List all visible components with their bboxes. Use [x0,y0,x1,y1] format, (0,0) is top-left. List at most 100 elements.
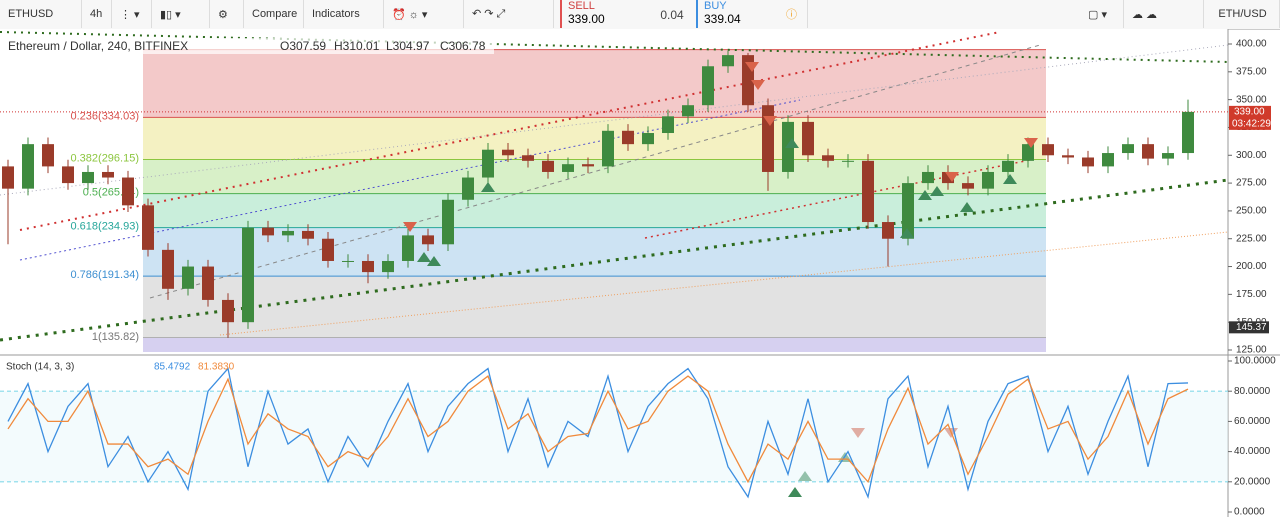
candle-body [562,164,574,172]
candle-body [1162,153,1174,159]
candle-body [342,260,354,262]
fib-label: 0.618(234.93) [71,221,140,233]
candle-body [582,164,594,167]
y-tick-label: 40.0000 [1234,446,1271,457]
sell-arrow [745,62,759,72]
tools[interactable]: ⏰ ☼ ▾ [384,0,464,28]
fib-zone [143,117,1046,160]
buy-button[interactable]: BUY 339.04 [696,0,778,28]
candle-body [222,299,234,323]
candle-body [1082,157,1094,167]
stoch-k-value: 85.4792 [154,362,191,373]
price-axis: 125.00150.00175.00200.00225.00250.00275.… [1228,39,1276,517]
y-tick-label: 225.00 [1236,233,1267,244]
sell-button[interactable]: SELL 339.00 [560,0,652,28]
candle-body [662,116,674,134]
buy-arrow [930,186,944,196]
spread: 0.04 [660,8,684,22]
candle-body [462,177,474,200]
sell-price: 339.00 [568,12,605,26]
candle-body [262,227,274,236]
candle-body [1122,144,1134,154]
candle-body [1062,155,1074,158]
candle-body [122,177,134,206]
candle-body [282,230,294,236]
trend-line [19,31,1001,231]
candle-body [182,266,194,289]
candle-body [982,171,994,189]
candle-body [802,121,814,156]
info[interactable]: ⓘ [778,0,808,28]
pair[interactable]: ETH/USD [1206,0,1280,28]
indicators[interactable]: Indicators [304,0,384,28]
interval[interactable]: 4h [82,0,112,28]
buy-arrow [427,256,441,266]
color-box[interactable]: ▢ ▾ [1080,0,1124,28]
chart-style[interactable]: ▮▯ ▾ [152,0,210,28]
candle-body [942,171,954,184]
stochastic [0,367,1228,500]
settings[interactable]: ⚙ [210,0,244,28]
candle-body [142,205,154,250]
candle-body [42,144,54,167]
candle-body [862,160,874,223]
stoch-line [7,367,1189,500]
candle-body [82,171,94,184]
candle-body [722,55,734,67]
candle-body [302,230,314,239]
candle-body [202,266,214,300]
fib-label: 1(135.82) [92,331,139,343]
sell-arrow [751,80,765,90]
candle-body [882,222,894,239]
fib-zone [143,276,1046,338]
candle-body [542,160,554,172]
sell-label: SELL [568,0,595,12]
undo-redo[interactable]: ↶ ↷ ⤢ [464,0,554,28]
candle-body [162,249,174,289]
compare[interactable]: Compare [244,0,304,28]
candle-body [322,238,334,261]
candle-body [762,105,774,172]
candle-body [402,235,414,261]
buy-arrow [788,487,802,497]
candle-body [382,260,394,273]
menu-button[interactable]: ⋮ ▾ [112,0,152,28]
ohlc-high: H310.01 [334,39,380,53]
cloud[interactable]: ☁ ☁ [1124,0,1204,28]
candle-body [242,227,254,323]
fibonacci: 0.236(334.03)0.382(296.15)0.5(265.54)0.6… [0,49,1228,352]
ohlc-open: O307.59 [280,39,326,53]
buy-arrow [960,202,974,212]
chart: 0.236(334.03)0.382(296.15)0.5(265.54)0.6… [0,29,1280,517]
legend-bg [4,38,494,54]
fib-zone [143,159,1046,194]
candle-body [1022,144,1034,161]
symbol[interactable]: ETHUSD [0,0,82,28]
candle-body [522,155,534,161]
candle-body [422,235,434,245]
candle-body [362,260,374,273]
y-tick-label: 400.00 [1236,39,1267,50]
buy-arrow [1003,174,1017,184]
candle-body [1002,160,1014,172]
fib-extension [143,337,1046,352]
ohlc-low: L304.97 [386,39,430,53]
trend-line [219,231,1229,336]
y-tick-label: 200.00 [1236,261,1267,272]
y-tick-label: 125.00 [1236,345,1267,356]
buy-price: 339.04 [704,12,741,26]
candle-body [22,144,34,189]
candle-body [1142,144,1154,159]
candle-body [1042,144,1054,156]
fib-zone [143,49,1046,118]
y-tick-label: 0.0000 [1234,507,1265,517]
candle-body [442,199,454,245]
ohlc-close: C306.78 [440,39,486,53]
fib-label: 0.382(296.15) [71,152,140,164]
candle-body [682,105,694,117]
candle-body [1182,111,1194,154]
buy-label: BUY [704,0,727,12]
candle-body [1102,153,1114,167]
candle-body [962,183,974,189]
